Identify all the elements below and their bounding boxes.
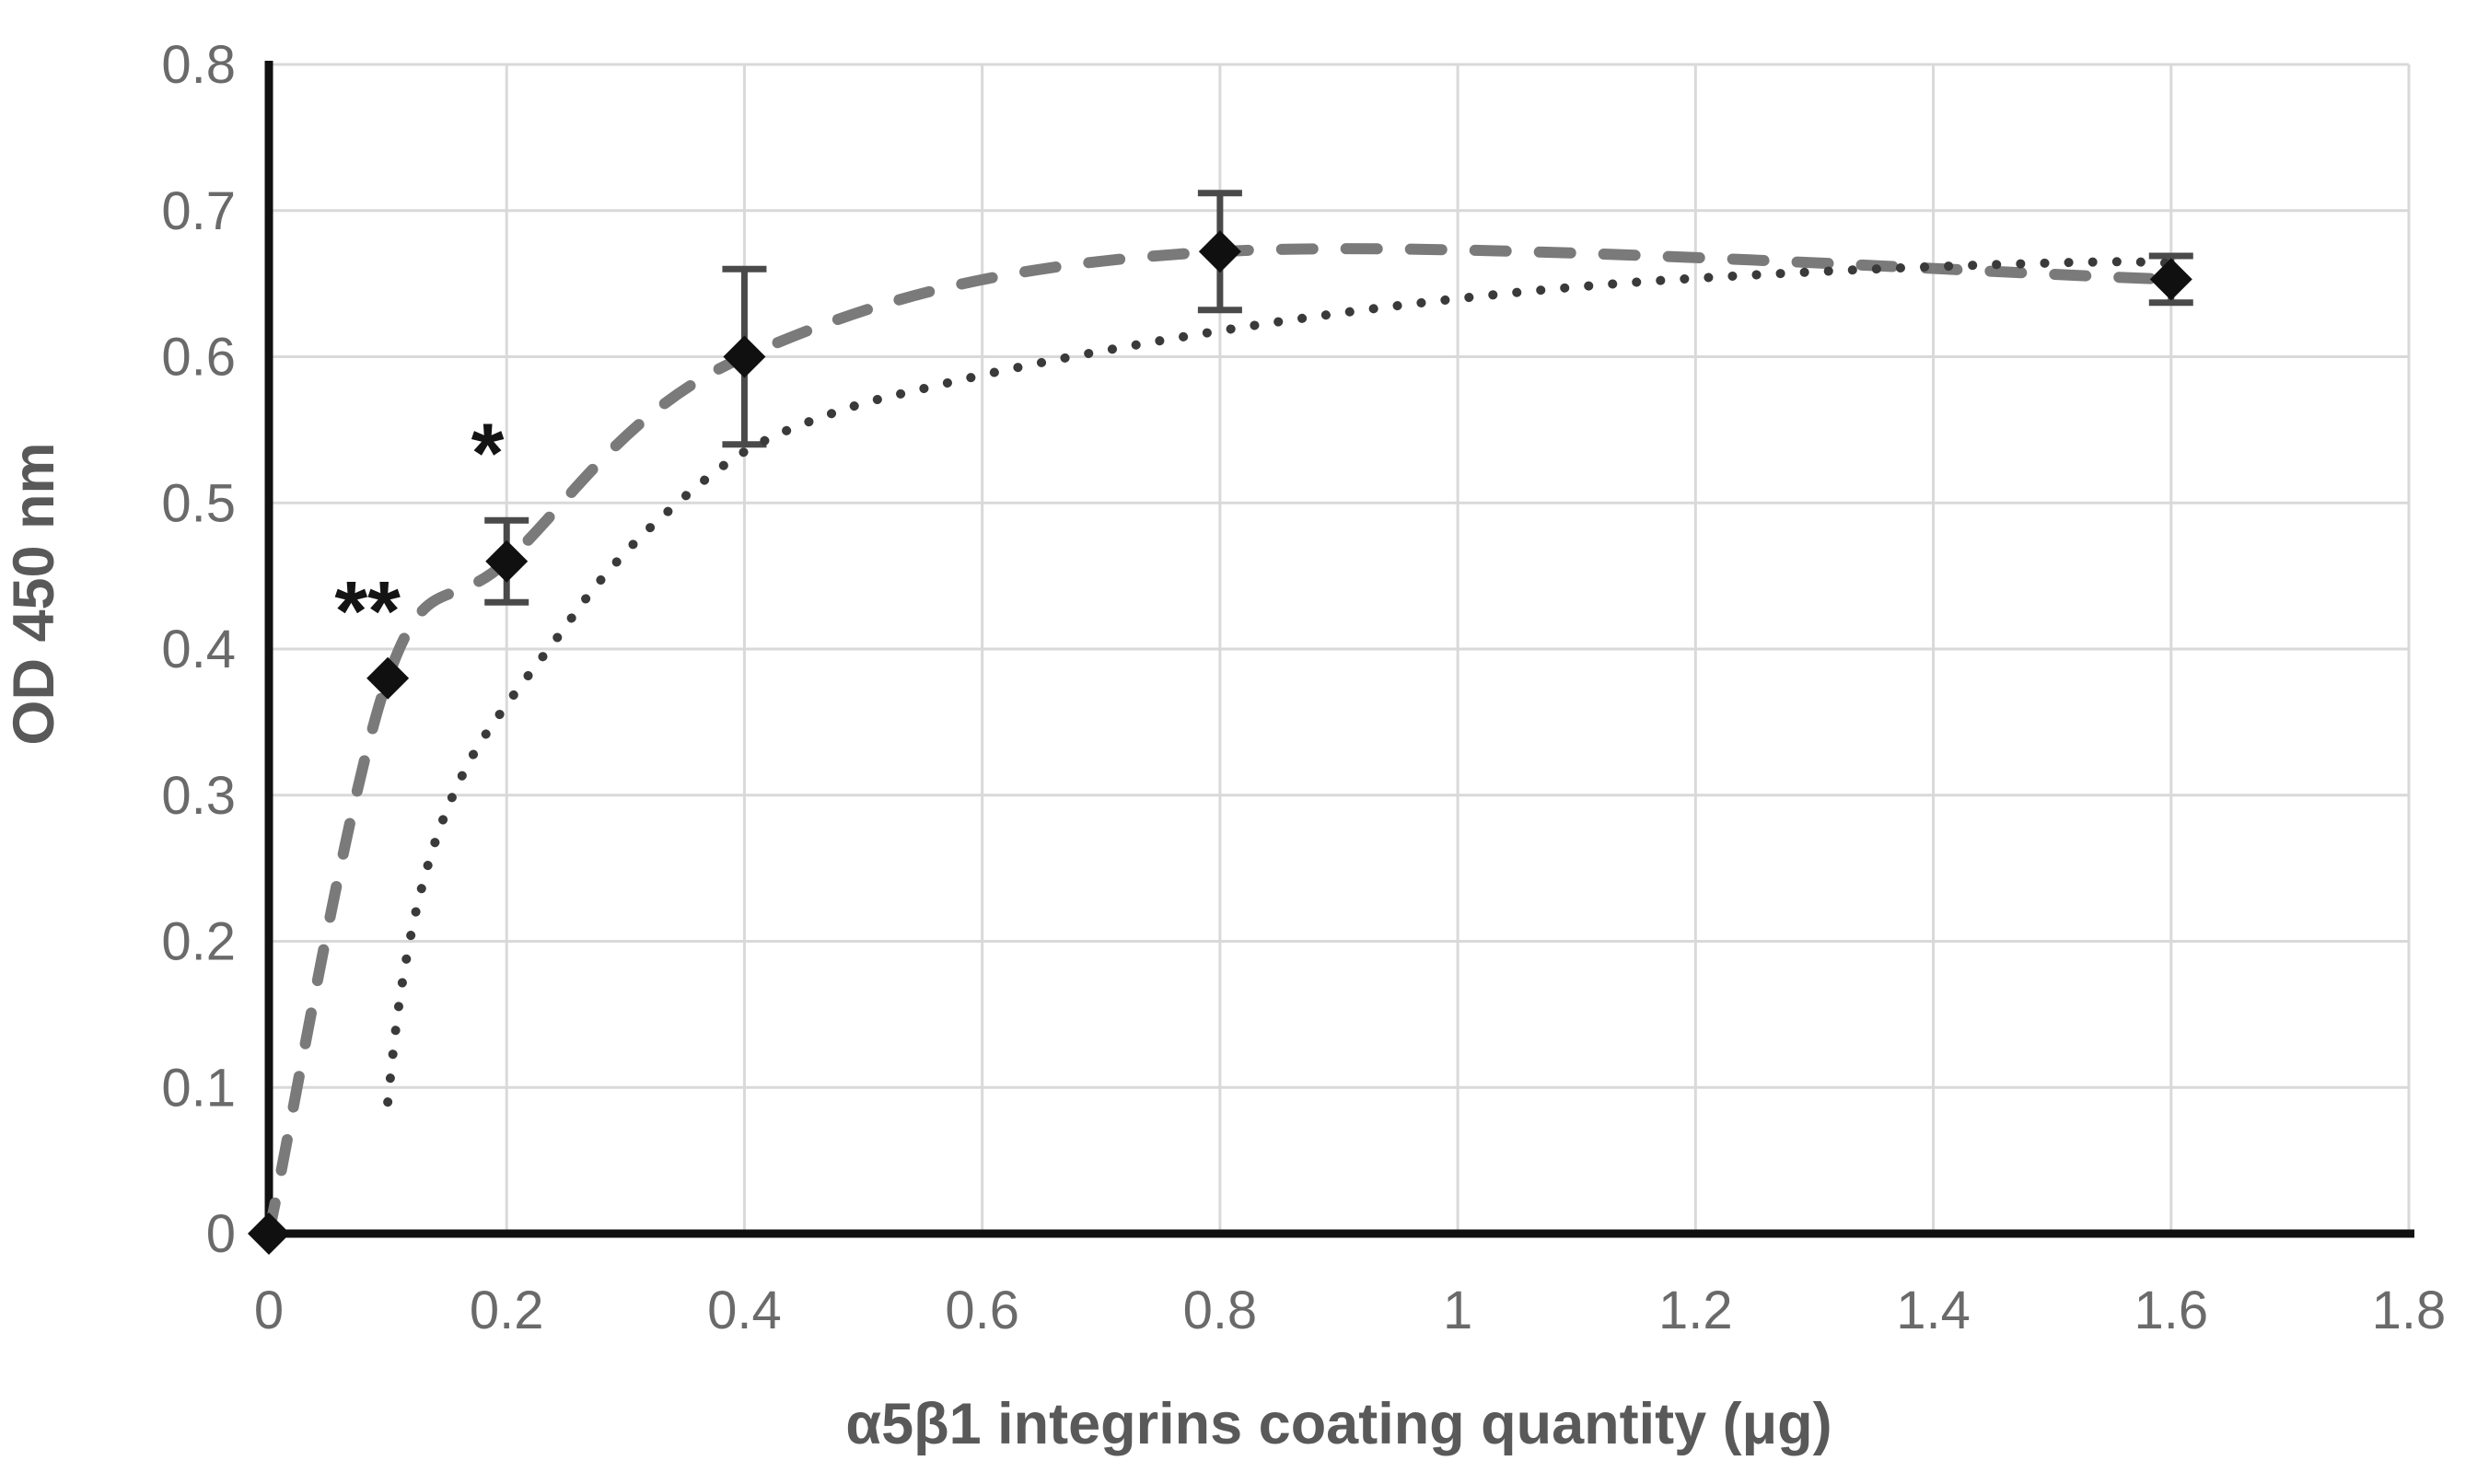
x-tick-label: 1 xyxy=(1443,1281,1472,1340)
y-tick-label: 0.1 xyxy=(161,1058,236,1118)
significance-annotation: ** xyxy=(334,564,401,658)
x-axis-title: α5β1 integrins coating quantity (μg) xyxy=(845,1392,1832,1456)
data-point-marker xyxy=(2149,258,2192,301)
y-tick-label: 0.7 xyxy=(161,181,236,241)
data-point-marker xyxy=(1198,230,1241,273)
x-tick-label: 1.8 xyxy=(2372,1281,2447,1340)
x-tick-label: 0.6 xyxy=(945,1281,1019,1340)
y-tick-label: 0.6 xyxy=(161,328,236,388)
x-tick-label: 1.4 xyxy=(1896,1281,1971,1340)
x-tick-label: 0.4 xyxy=(707,1281,782,1340)
significance-annotation: * xyxy=(471,407,505,501)
x-tick-label: 1.6 xyxy=(2134,1281,2208,1340)
x-tick-label: 0.8 xyxy=(1183,1281,1258,1340)
x-tick-label: 1.2 xyxy=(1658,1281,1733,1340)
data-point-marker xyxy=(366,656,410,700)
y-tick-label: 0 xyxy=(206,1204,236,1264)
x-tick-label: 0.2 xyxy=(470,1281,544,1340)
data-point-marker xyxy=(723,335,766,378)
data-point-marker xyxy=(485,539,529,583)
y-tick-label: 0.4 xyxy=(161,620,236,679)
y-tick-label: 0.3 xyxy=(161,766,236,826)
data-point-marker xyxy=(248,1212,290,1255)
y-tick-label: 0.5 xyxy=(161,473,236,533)
y-tick-label: 0.8 xyxy=(161,35,236,95)
x-tick-label: 0 xyxy=(254,1281,284,1340)
series-dashed-line xyxy=(263,243,2177,1239)
y-axis-title: OD 450 nm xyxy=(2,442,66,745)
y-tick-label: 0.2 xyxy=(161,912,236,972)
series-dotted-line xyxy=(383,257,2176,1107)
